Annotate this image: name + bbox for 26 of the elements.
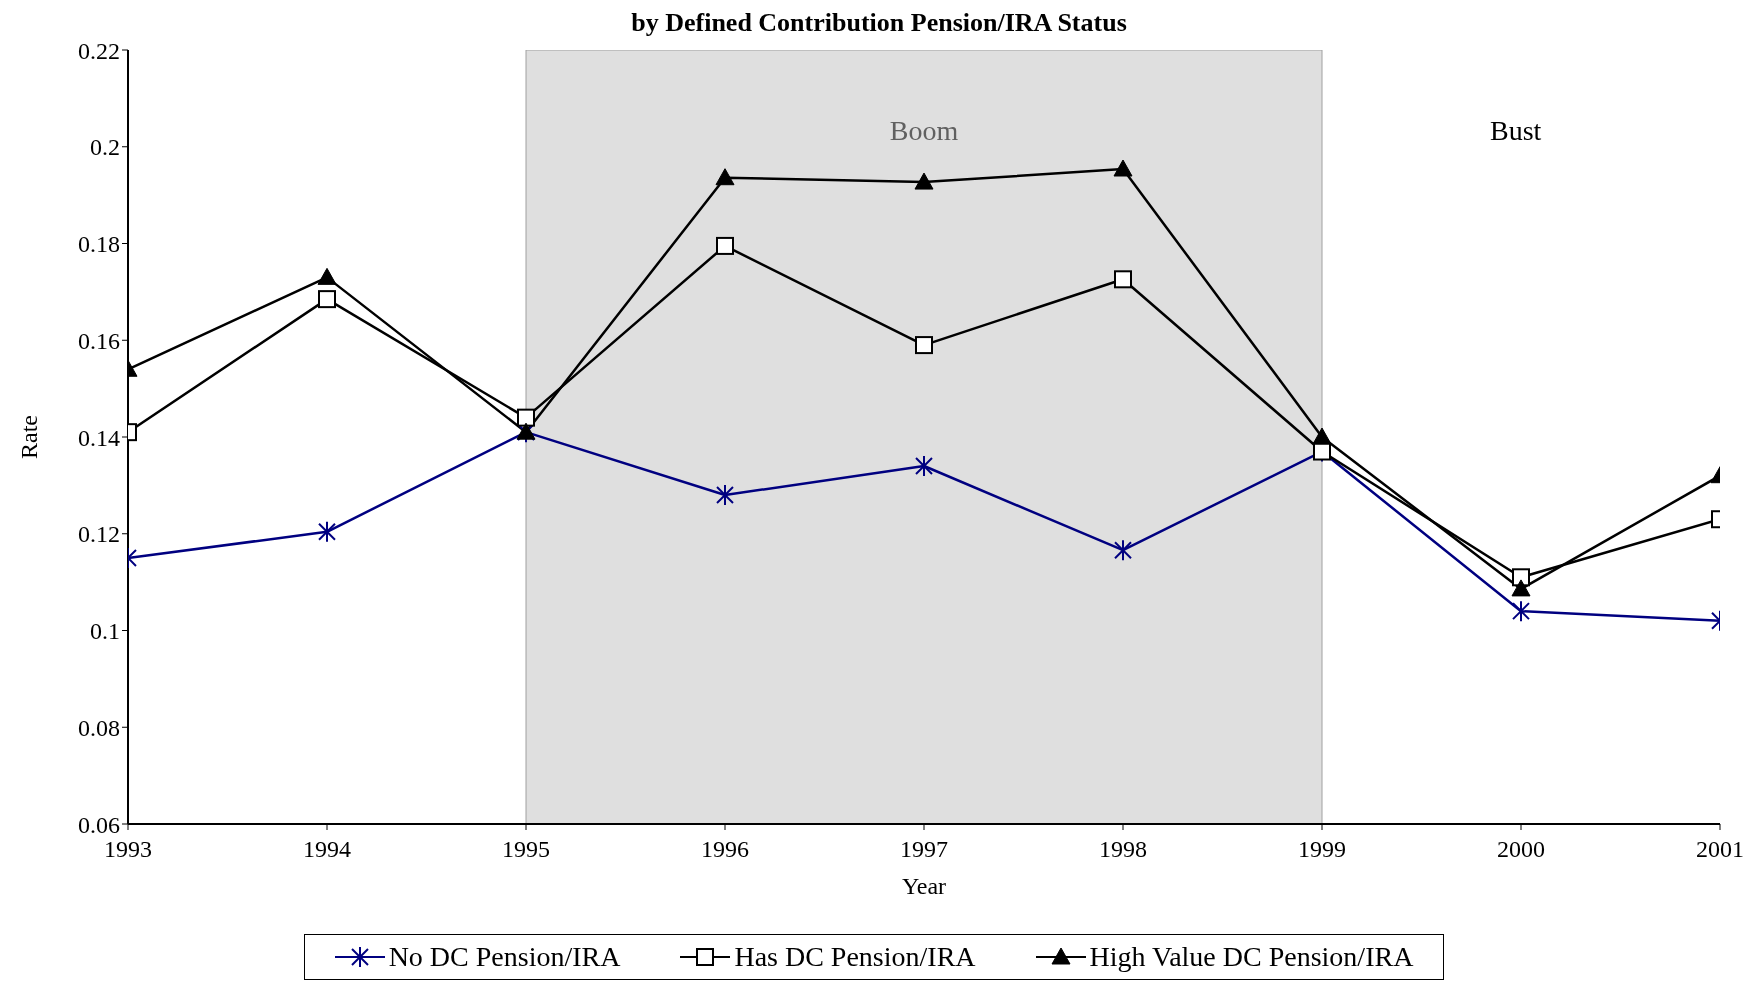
x-tick-label: 1993 — [104, 836, 152, 863]
x-tick-label: 1994 — [303, 836, 351, 863]
y-tick-label: 0.14 — [78, 424, 120, 451]
annotation: Bust — [1490, 115, 1542, 147]
x-axis-title: Year — [901, 873, 947, 899]
x-tick-label: 1999 — [1298, 836, 1346, 863]
legend-label: No DC Pension/IRA — [388, 941, 621, 973]
legend-label: High Value DC Pension/IRA — [1089, 941, 1414, 973]
x-tick-label: 2000 — [1497, 836, 1545, 863]
y-tick-label: 0.12 — [78, 521, 120, 548]
x-tick-label: 1998 — [1099, 836, 1147, 863]
y-tick-label: 0.16 — [78, 327, 120, 354]
x-tick-label: 1996 — [701, 836, 749, 863]
band-label: Boom — [889, 114, 959, 146]
x-tick-label: 1997 — [900, 836, 948, 863]
y-tick-label: 0.22 — [78, 37, 120, 64]
x-tick-label: 1995 — [502, 836, 550, 863]
y-tick-label: 0.08 — [78, 714, 120, 741]
y-tick-label: 0.18 — [78, 231, 120, 258]
y-tick-label: 0.1 — [90, 618, 120, 645]
y-tick-label: 0.06 — [78, 811, 120, 838]
y-tick-label: 0.2 — [90, 134, 120, 161]
legend-label: Has DC Pension/IRA — [734, 941, 976, 973]
x-tick-label: 2001 — [1696, 836, 1744, 863]
chart-title: by Defined Contribution Pension/IRA Status — [631, 8, 1127, 37]
y-axis-title: Rate — [15, 415, 42, 459]
